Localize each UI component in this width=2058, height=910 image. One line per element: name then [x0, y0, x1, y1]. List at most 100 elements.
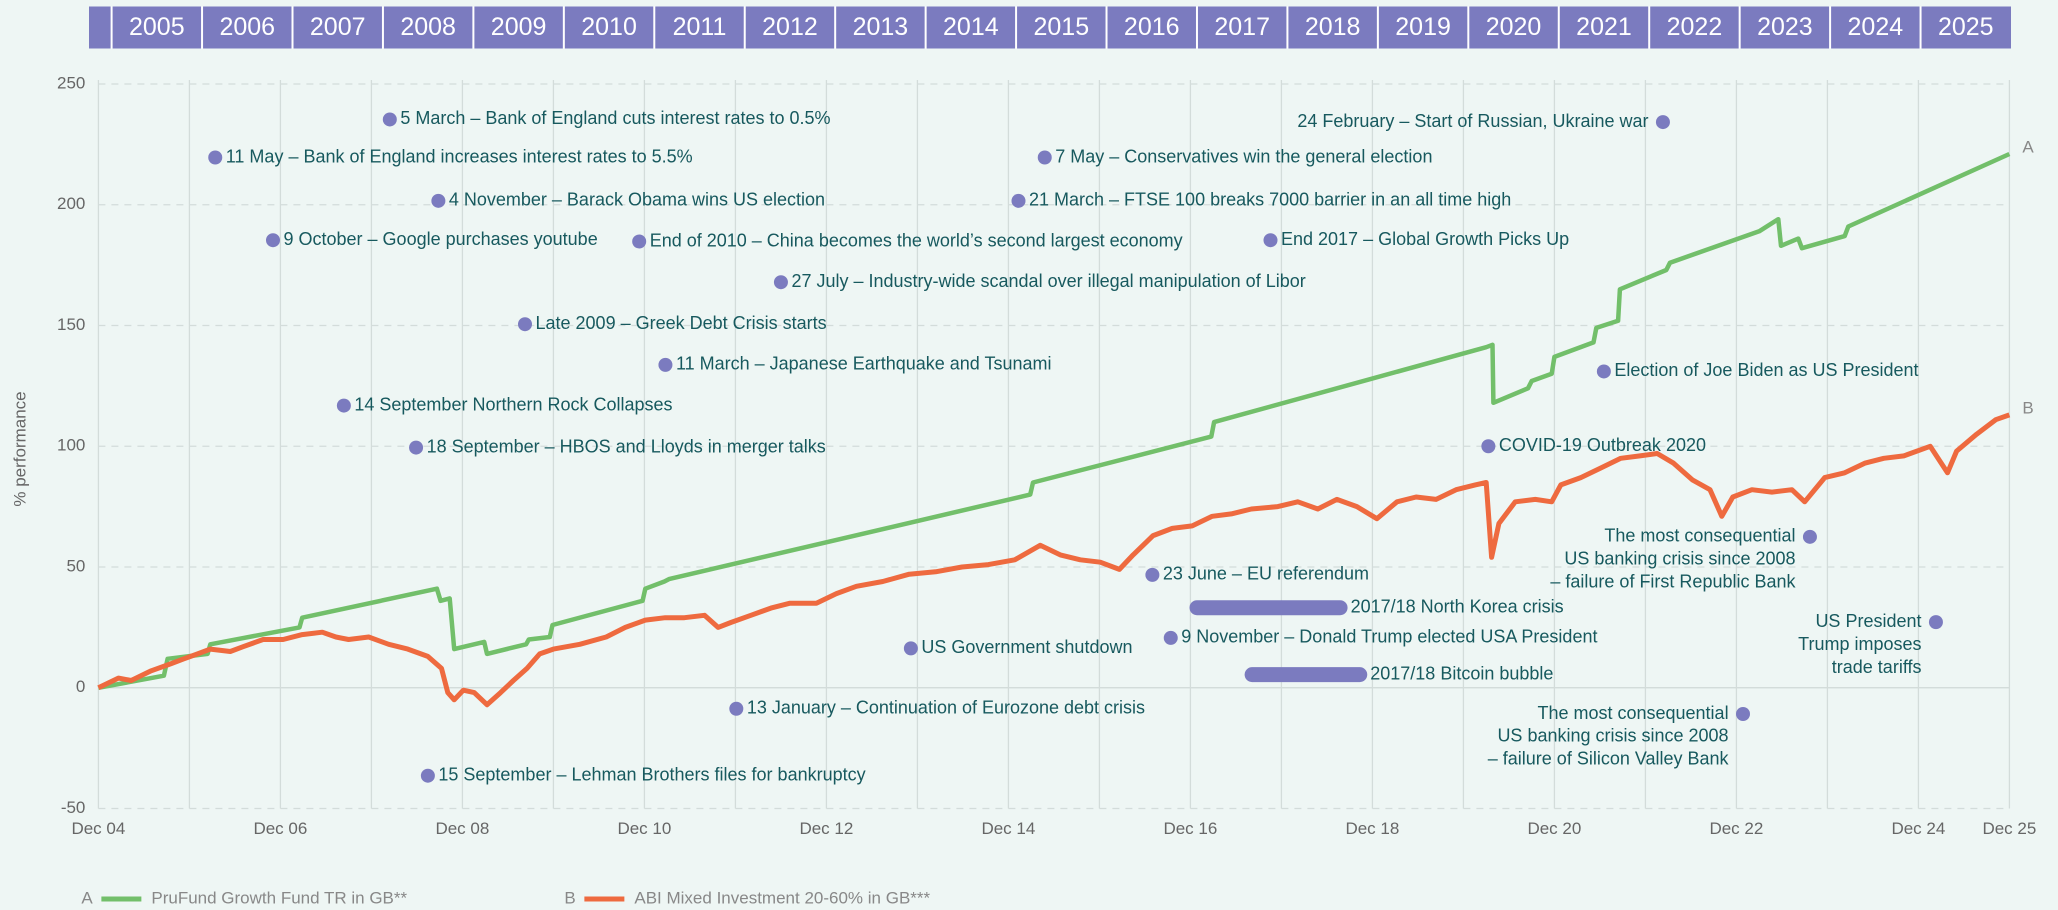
annotation-dot: [1037, 150, 1052, 165]
annotation-dot: [1011, 193, 1026, 208]
y-tick-label: 50: [66, 556, 85, 575]
annotation: US Government shutdown: [921, 637, 1132, 657]
annotation-dot: [1145, 567, 1160, 582]
annotation: Election of Joe Biden as US President: [1614, 360, 1918, 380]
annotation: 11 May – Bank of England increases inter…: [226, 146, 693, 166]
header-year: 2015: [1033, 13, 1089, 41]
x-tick-label: Dec 14: [981, 819, 1035, 838]
annotation: 4 November – Barack Obama wins US electi…: [449, 190, 825, 210]
header-year: 2016: [1124, 13, 1180, 41]
x-tick-label: Dec 06: [253, 819, 307, 838]
header-year: 2009: [491, 13, 547, 41]
annotation: 2017/18 North Korea crisis: [1351, 596, 1564, 616]
annotation-dot: [1736, 707, 1750, 721]
line-end-label: B: [2022, 398, 2033, 417]
line-end-label: A: [2022, 138, 2034, 157]
y-axis-label: % performance: [10, 391, 29, 506]
annotation-dot: [729, 701, 744, 716]
x-tick-label: Dec 20: [1527, 819, 1581, 838]
header-year: 2024: [1848, 13, 1904, 41]
annotation: Late 2009 – Greek Debt Crisis starts: [536, 313, 827, 333]
annotation-dot: [431, 193, 446, 208]
x-tick-label: Dec 04: [71, 819, 125, 838]
annotation-dot: [903, 641, 918, 656]
header-year: 2008: [400, 13, 456, 41]
annotation: 9 October – Google purchases youtube: [284, 229, 598, 249]
annotation: 9 November – Donald Trump elected USA Pr…: [1181, 627, 1597, 647]
series-line: [97, 412, 2011, 708]
y-tick-label: 250: [57, 73, 85, 92]
legend-label: PruFund Growth Fund TR in GB**: [151, 888, 407, 907]
annotation: 18 September – HBOS and Lloyds in merger…: [427, 436, 826, 456]
annotation-dot: [208, 150, 223, 165]
header-year: 2006: [219, 13, 275, 41]
annotation: US President: [1815, 611, 1921, 631]
x-tick-label: Dec 18: [1345, 819, 1399, 838]
header-year: 2007: [310, 13, 366, 41]
annotation-dot: [266, 233, 280, 248]
y-tick-label: 100: [57, 436, 85, 455]
annotation: – failure of First Republic Bank: [1550, 572, 1796, 592]
annotation: 2017/18 Bitcoin bubble: [1370, 663, 1553, 683]
annotation: 23 June – EU referendum: [1163, 564, 1369, 584]
header-year: 2013: [853, 13, 909, 41]
annotation: – failure of Silicon Valley Bank: [1488, 749, 1730, 769]
header-year: 2022: [1667, 13, 1723, 41]
header-year: 2021: [1576, 13, 1632, 41]
header-year: 2014: [943, 13, 999, 41]
annotation-dot: [1263, 233, 1278, 248]
legend-key: A: [81, 888, 93, 907]
x-tick-label: Dec 10: [617, 819, 671, 838]
annotation: 27 July – Industry-wide scandal over ill…: [791, 271, 1305, 291]
annotation-dot: [658, 357, 673, 372]
header-year: 2010: [581, 13, 637, 41]
annotation: 21 March – FTSE 100 breaks 7000 barrier …: [1029, 190, 1511, 210]
x-tick-label: Dec 16: [1163, 819, 1217, 838]
legend-key: B: [564, 888, 575, 907]
header-bar: [89, 6, 2011, 49]
annotation: 15 September – Lehman Brothers files for…: [438, 764, 865, 784]
annotation: 24 February – Start of Russian, Ukraine …: [1297, 111, 1648, 131]
header-year: 2018: [1305, 13, 1361, 41]
annotation-dot: [420, 768, 435, 783]
annotation-dot: [1655, 115, 1670, 130]
annotation-dot: [382, 112, 397, 127]
y-tick-label: 200: [57, 194, 85, 213]
annotation-dot: [1481, 439, 1496, 454]
annotation: 11 March – Japanese Earthquake and Tsuna…: [676, 354, 1052, 374]
annotation-dot: [1802, 529, 1817, 544]
annotation-dot: [1596, 364, 1611, 379]
header-year: 2023: [1757, 13, 1813, 41]
annotation: The most consequential: [1537, 703, 1728, 723]
header-year: 2020: [1486, 13, 1542, 41]
annotation: 14 September Northern Rock Collapses: [354, 394, 672, 414]
y-tick-label: 0: [76, 677, 85, 696]
annotation: Trump imposes: [1798, 634, 1921, 654]
y-tick-label: -50: [61, 798, 86, 817]
annotation: End 2017 – Global Growth Picks Up: [1281, 229, 1569, 249]
annotation: US banking crisis since 2008: [1564, 549, 1795, 569]
header-year: 2025: [1938, 13, 1994, 41]
x-tick-label: Dec 25: [1982, 819, 2036, 838]
annotation-dot: [336, 398, 351, 413]
annotation-dot: [409, 440, 424, 455]
y-tick-label: 150: [57, 315, 85, 334]
annotation-dot: [518, 317, 532, 332]
series-line: [97, 151, 2011, 691]
annotation: 7 May – Conservatives win the general el…: [1055, 146, 1432, 166]
header-year: 2005: [129, 13, 185, 41]
annotation-dot: [632, 234, 647, 249]
header-year: 2012: [762, 13, 818, 41]
annotation: US banking crisis since 2008: [1497, 726, 1728, 746]
annotation: 13 January – Continuation of Eurozone de…: [747, 698, 1145, 718]
x-tick-label: Dec 24: [1891, 819, 1945, 838]
legend-label: ABI Mixed Investment 20-60% in GB***: [634, 888, 930, 907]
x-tick-label: Dec 12: [799, 819, 853, 838]
header-year: 2011: [673, 13, 727, 41]
annotation: trade tariffs: [1832, 657, 1922, 677]
annotation: 5 March – Bank of England cuts interest …: [400, 108, 830, 128]
annotation: End of 2010 – China becomes the world’s …: [650, 230, 1183, 250]
header-year: 2017: [1214, 13, 1270, 41]
annotation-dot: [1928, 615, 1943, 630]
